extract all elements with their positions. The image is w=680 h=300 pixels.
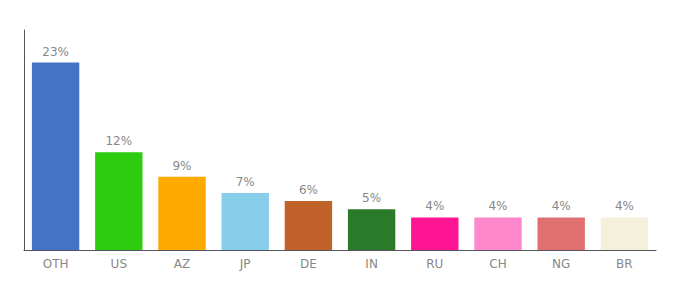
svg-text:NG: NG — [552, 257, 570, 271]
svg-text:12%: 12% — [105, 134, 132, 148]
svg-text:9%: 9% — [172, 159, 191, 173]
svg-text:7%: 7% — [236, 175, 255, 189]
svg-text:4%: 4% — [552, 199, 571, 213]
svg-text:6%: 6% — [299, 183, 318, 197]
svg-text:23%: 23% — [42, 45, 69, 59]
svg-text:5%: 5% — [362, 191, 381, 205]
svg-text:US: US — [111, 257, 127, 271]
svg-text:OTH: OTH — [43, 257, 69, 271]
svg-text:4%: 4% — [488, 199, 507, 213]
svg-text:AZ: AZ — [174, 257, 190, 271]
svg-text:DE: DE — [300, 257, 317, 271]
svg-text:RU: RU — [426, 257, 443, 271]
svg-text:IN: IN — [365, 257, 378, 271]
svg-text:4%: 4% — [615, 199, 634, 213]
svg-text:BR: BR — [616, 257, 633, 271]
svg-text:4%: 4% — [425, 199, 444, 213]
svg-text:CH: CH — [489, 257, 506, 271]
svg-text:JP: JP — [239, 257, 251, 271]
